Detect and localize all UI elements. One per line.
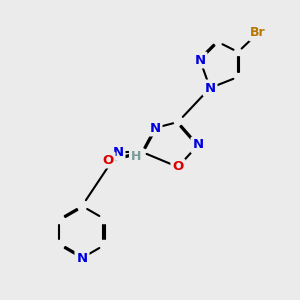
Text: O: O bbox=[102, 154, 114, 166]
Text: N: N bbox=[76, 251, 88, 265]
Text: N: N bbox=[192, 139, 204, 152]
Text: N: N bbox=[112, 146, 124, 158]
Text: O: O bbox=[172, 160, 184, 173]
Text: N: N bbox=[204, 82, 216, 94]
Text: N: N bbox=[149, 122, 161, 134]
Text: N: N bbox=[194, 53, 206, 67]
Text: H: H bbox=[131, 149, 141, 163]
Text: Br: Br bbox=[250, 26, 266, 40]
